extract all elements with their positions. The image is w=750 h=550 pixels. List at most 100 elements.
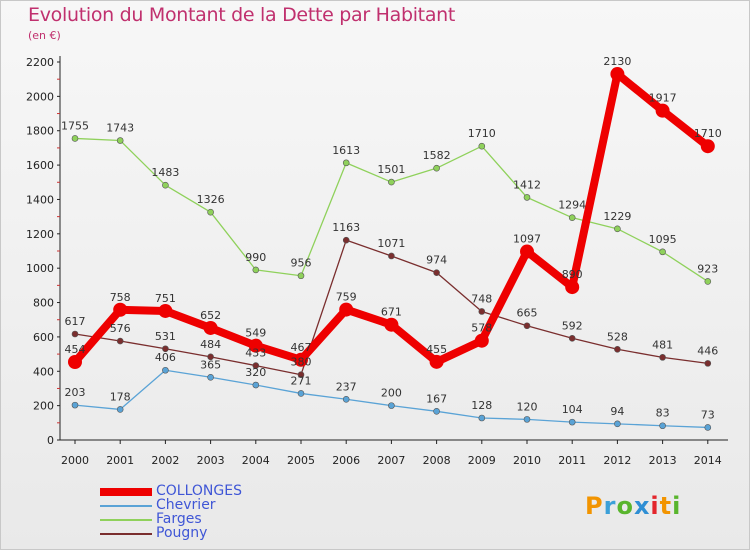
data-label: 665 xyxy=(517,307,538,320)
data-point xyxy=(523,322,531,330)
data-label: 923 xyxy=(697,262,718,275)
logo-letter: o xyxy=(616,492,634,520)
chart-subtitle: (en €) xyxy=(28,29,61,42)
logo-letter: x xyxy=(633,492,651,520)
y-tick-label: 600 xyxy=(33,331,54,344)
x-tick-label: 2012 xyxy=(603,454,631,467)
data-point xyxy=(523,194,531,201)
logo-letter: i xyxy=(672,492,682,520)
data-label: 104 xyxy=(562,403,583,416)
data-point xyxy=(614,420,621,428)
data-label: 578 xyxy=(471,322,492,335)
data-point xyxy=(116,337,124,345)
data-label: 1710 xyxy=(468,127,496,140)
data-label: 1710 xyxy=(694,127,722,140)
y-tick-label: 2000 xyxy=(26,90,54,103)
y-tick-label: 1200 xyxy=(26,228,54,241)
data-label: 203 xyxy=(65,386,86,399)
y-tick-label: 800 xyxy=(33,297,54,310)
data-point xyxy=(565,280,580,295)
data-label: 1917 xyxy=(649,92,677,105)
data-point xyxy=(71,330,79,338)
data-label: 1501 xyxy=(377,163,405,176)
data-point xyxy=(474,333,489,348)
data-point xyxy=(342,236,350,244)
legend-swatch xyxy=(100,505,152,507)
data-label: 1229 xyxy=(603,210,631,223)
data-point xyxy=(520,244,534,259)
x-tick-label: 2007 xyxy=(377,454,405,467)
data-label: 652 xyxy=(200,309,221,322)
data-label: 1412 xyxy=(513,178,541,191)
data-point xyxy=(158,303,173,318)
data-label: 484 xyxy=(200,338,221,351)
data-label: 974 xyxy=(426,254,447,267)
data-point xyxy=(71,401,79,409)
data-point xyxy=(659,248,666,256)
data-label: 94 xyxy=(610,405,624,418)
data-point xyxy=(433,408,440,415)
data-point xyxy=(297,390,305,397)
data-point xyxy=(388,252,395,260)
data-point xyxy=(162,181,169,189)
data-point xyxy=(297,272,305,280)
x-tick-label: 2000 xyxy=(61,454,89,467)
data-point xyxy=(478,142,486,150)
data-point xyxy=(523,416,531,423)
x-tick-label: 2010 xyxy=(513,454,541,467)
data-label: 1483 xyxy=(151,166,179,179)
data-label: 481 xyxy=(652,338,673,351)
data-label: 751 xyxy=(155,292,176,305)
y-tick-label: 1400 xyxy=(26,193,54,206)
y-tick-label: 2200 xyxy=(26,56,54,69)
data-point xyxy=(252,381,260,389)
data-label: 758 xyxy=(110,291,131,304)
y-tick-label: 1600 xyxy=(26,159,54,172)
data-point xyxy=(429,354,444,369)
y-tick-label: 1000 xyxy=(26,262,54,275)
data-point xyxy=(610,67,625,82)
x-tick-label: 2009 xyxy=(468,454,496,467)
data-label: 592 xyxy=(562,319,583,332)
data-labels: 617 576 531 484 433 380 1163 1071 974 748 665 592 52… xyxy=(61,55,722,421)
logo-letter: r xyxy=(603,492,617,520)
data-label: 2130 xyxy=(603,55,631,68)
x-tick-label: 2001 xyxy=(106,454,134,467)
logo-letter: P xyxy=(585,492,604,520)
legend-label: Farges xyxy=(156,511,202,527)
data-point xyxy=(659,354,666,361)
data-point xyxy=(388,402,395,409)
data-point xyxy=(203,320,218,335)
data-label: 454 xyxy=(65,343,86,356)
logo-letter: i xyxy=(650,492,660,520)
x-tick-label: 2013 xyxy=(649,454,677,467)
data-point xyxy=(116,406,124,413)
data-point xyxy=(294,352,308,367)
series-lines xyxy=(71,70,712,429)
y-tick-label: 0 xyxy=(47,434,54,447)
data-label: 1095 xyxy=(649,233,677,246)
data-label: 200 xyxy=(381,387,402,400)
data-label: 455 xyxy=(426,343,447,356)
data-point xyxy=(71,135,79,142)
data-point xyxy=(433,269,440,276)
data-point xyxy=(655,103,670,118)
x-tick-label: 2004 xyxy=(242,454,270,467)
data-label: 748 xyxy=(471,292,492,305)
data-point xyxy=(704,360,712,367)
data-point xyxy=(568,418,576,426)
data-point xyxy=(116,137,124,144)
legend-swatch xyxy=(100,488,152,496)
x-tick-label: 2008 xyxy=(423,454,451,467)
data-label: 380 xyxy=(291,356,312,369)
data-label: 1326 xyxy=(197,193,225,206)
legend-label: Pougny xyxy=(156,525,208,541)
x-tick-label: 2011 xyxy=(558,454,586,467)
legend-swatch xyxy=(100,533,152,535)
data-point xyxy=(252,362,260,369)
legend-swatch xyxy=(100,519,152,521)
data-label: 467 xyxy=(291,341,312,354)
data-point xyxy=(207,353,214,361)
data-label: 406 xyxy=(155,351,176,364)
data-point xyxy=(478,414,486,422)
